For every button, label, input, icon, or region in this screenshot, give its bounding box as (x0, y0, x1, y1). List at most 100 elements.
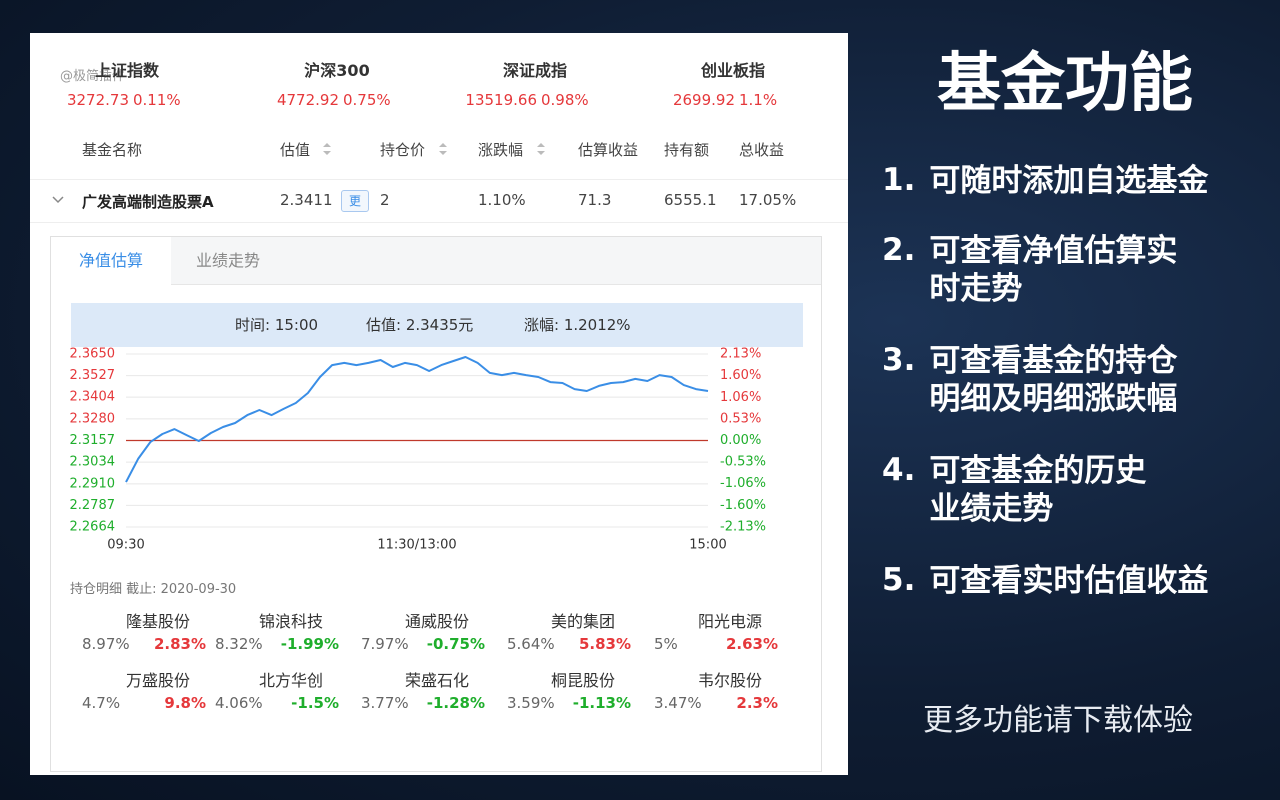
expand-chevron[interactable] (51, 195, 65, 205)
separator (30, 179, 848, 180)
feature-number: 2. (882, 232, 916, 268)
stock-name: 桐昆股份 (550, 671, 616, 690)
index-name: 沪深300 (304, 61, 370, 80)
stock-weight: 8.97% (82, 635, 130, 653)
stock-weight: 5% (654, 635, 678, 653)
total-profit: 17.05% (739, 191, 797, 209)
y-tick-label: 2.3650 (70, 347, 116, 362)
fund-panel: @极简插件 净值估算 业绩走势 时间: 15:00 估值: 2.3435元 涨幅… (30, 33, 848, 775)
index-value: 4772.92 (276, 91, 339, 109)
stock-weight: 7.97% (361, 635, 409, 653)
stock-name: 通威股份 (404, 612, 470, 631)
column-header: 持仓价 (380, 141, 426, 159)
tab-active[interactable]: 净值估算 (51, 237, 171, 285)
stock-name: 隆基股份 (125, 612, 191, 631)
holdings-label: 持仓明细 截止: 2020-09-30 (70, 582, 237, 597)
tooltip-estimate: 估值: 2.3435元 (366, 316, 474, 334)
feature-line: 可查看净值估算实 (929, 233, 1178, 269)
stock-weight: 8.32% (215, 635, 263, 653)
feature-line: 可查基金的历史 (929, 453, 1147, 489)
y-tick-label: 2.2910 (70, 476, 116, 491)
stock-name: 韦尔股份 (697, 671, 763, 690)
stock-weight: 4.06% (215, 694, 263, 712)
index-value: 2699.92 (672, 91, 735, 109)
separator (30, 222, 848, 223)
sort-icon[interactable] (536, 142, 546, 156)
column-header: 涨跌幅 (478, 141, 524, 159)
column-header: 总收益 (739, 141, 785, 159)
feature-item: 1. 可随时添加自选基金 (882, 162, 1208, 200)
stock-change: 2.83% (153, 635, 206, 653)
stock-change: -1.5% (291, 694, 339, 712)
index-name: 上证指数 (94, 61, 160, 80)
y2-tick-label: -1.60% (720, 498, 766, 513)
change: 1.10% (478, 191, 526, 209)
index-value: 13519.66 (465, 91, 537, 109)
stock-weight: 4.7% (82, 694, 121, 712)
stock-weight: 3.77% (361, 694, 409, 712)
stock-name: 阳光电源 (697, 612, 763, 631)
tooltip-change: 涨幅: 1.2012% (524, 316, 631, 334)
detail-card: 净值估算 业绩走势 时间: 15:00 估值: 2.3435元 涨幅: 1.20… (50, 236, 822, 772)
sort-icon[interactable] (438, 142, 448, 156)
stock-change: 9.8% (164, 694, 206, 712)
estimate: 2.3411 (280, 191, 333, 209)
y-tick-label: 2.3404 (70, 390, 116, 405)
feature-number: 5. (882, 562, 916, 598)
cost: 2 (380, 191, 390, 209)
index-change: 0.11% (133, 91, 181, 109)
y-tick-label: 2.2664 (70, 520, 116, 535)
price-line (125, 356, 709, 483)
feature-number: 3. (882, 342, 916, 378)
index-name: 深证成指 (502, 61, 568, 80)
feature-number: 1. (882, 162, 916, 198)
amount: 6555.1 (664, 191, 717, 209)
feature-text: 可随时添加自选基金 (929, 162, 1208, 200)
feature-text: 可查看净值估算实 时走势 (929, 232, 1177, 308)
stock-weight: 3.59% (507, 694, 555, 712)
column-header: 持有额 (664, 141, 710, 159)
index-change: 0.98% (541, 91, 589, 109)
x-tick-label: 11:30/13:00 (377, 538, 456, 553)
fund-name[interactable]: 广发高端制造股票A (82, 193, 214, 211)
y2-tick-label: -2.13% (720, 520, 766, 535)
stock-name: 美的集团 (550, 612, 616, 631)
y2-tick-label: 1.60% (720, 368, 761, 383)
y-tick-label: 2.3280 (70, 411, 116, 426)
y2-tick-label: -1.06% (720, 476, 766, 491)
stock-change: -1.13% (572, 694, 631, 712)
feature-text: 可查基金的历史 业绩走势 (929, 452, 1146, 528)
feature-text: 可查看基金的持仓 明细及明细涨跌幅 (929, 342, 1177, 418)
stock-change: 5.83% (578, 635, 631, 653)
stock-weight: 5.64% (507, 635, 555, 653)
stock-name: 荣盛石化 (404, 671, 470, 690)
sidebar-footer: 更多功能请下载体验 (923, 703, 1193, 738)
sidebar-title: 基金功能 (937, 47, 1193, 121)
feature-item: 4. 可查基金的历史 业绩走势 (882, 452, 1146, 528)
y-tick-label: 2.3157 (70, 433, 116, 448)
feature-line: 明细及明细涨跌幅 (929, 381, 1178, 417)
stock-name: 北方华创 (258, 671, 324, 690)
chart: 2.3650 2.3527 2.3404 2.3280 2.3157 2.3034 2.29… (70, 347, 767, 553)
index-value: 3272.73 (66, 91, 129, 109)
feature-line: 业绩走势 (929, 491, 1054, 527)
stock-change: -1.99% (280, 635, 339, 653)
feature-number: 4. (882, 452, 916, 488)
x-tick-label: 09:30 (107, 538, 144, 553)
index-change: 1.1% (739, 91, 778, 109)
feature-item: 3. 可查看基金的持仓 明细及明细涨跌幅 (882, 342, 1177, 418)
y-tick-label: 2.2787 (70, 498, 116, 513)
y-tick-label: 2.3034 (70, 455, 116, 470)
feature-line: 可查看基金的持仓 (929, 343, 1178, 379)
update-button[interactable]: 更 (341, 190, 369, 212)
y2-tick-label: -0.53% (720, 455, 766, 470)
feature-line: 时走势 (929, 271, 1023, 307)
estimated-profit: 71.3 (578, 191, 612, 209)
column-header: 基金名称 (82, 141, 143, 159)
stock-change: -1.28% (426, 694, 485, 712)
stock-weight: 3.47% (654, 694, 702, 712)
sort-icon[interactable] (322, 142, 332, 156)
tab[interactable]: 业绩走势 (171, 237, 821, 285)
tooltip-bar: 时间: 15:00 估值: 2.3435元 涨幅: 1.2012% (71, 303, 803, 347)
index-change: 0.75% (343, 91, 391, 109)
